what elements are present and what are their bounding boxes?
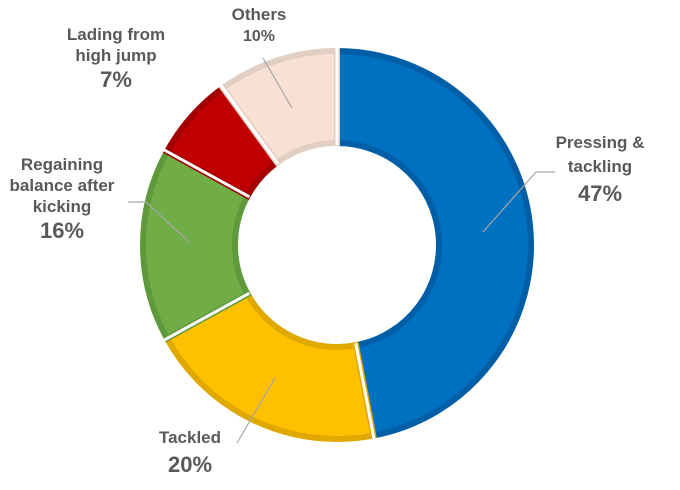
label-text-pressing-tackling: Pressing & bbox=[556, 133, 645, 152]
leader-line-others bbox=[262, 57, 293, 109]
label-percent-regaining-balance: 16% bbox=[40, 218, 84, 243]
label-text-lading-high-jump: high jump bbox=[75, 46, 156, 65]
leader-line-tackled bbox=[236, 377, 276, 444]
leader-line-regaining-balance bbox=[128, 201, 191, 244]
data-label-tackled: Tackled 20% bbox=[159, 428, 221, 477]
slice-separator bbox=[162, 148, 251, 199]
label-percent-pressing-tackling: 47% bbox=[578, 181, 622, 206]
label-percent-others: 10% bbox=[243, 28, 275, 45]
slice-separator bbox=[354, 342, 376, 440]
label-text-regaining-balance: kicking bbox=[33, 197, 92, 216]
label-text-regaining-balance: Regaining bbox=[21, 155, 103, 174]
label-text-pressing-tackling: tackling bbox=[568, 157, 632, 176]
label-percent-lading-high-jump: 7% bbox=[100, 67, 132, 92]
label-percent-tackled: 20% bbox=[168, 452, 212, 477]
data-label-others: Others 10% bbox=[232, 5, 287, 45]
slice-pressing-tackling bbox=[334, 47, 534, 440]
label-text-others: Others bbox=[232, 5, 287, 24]
slice-tackled bbox=[162, 290, 377, 442]
label-text-regaining-balance: balance after bbox=[10, 176, 115, 195]
data-label-pressing-tackling: Pressing & tackling 47% bbox=[556, 133, 645, 206]
label-text-lading-high-jump: Lading from bbox=[67, 25, 165, 44]
data-label-lading-high-jump: Lading from high jump 7% bbox=[67, 25, 165, 92]
slice-separator bbox=[219, 83, 280, 165]
data-label-regaining-balance: Regaining balance after kicking 16% bbox=[10, 155, 115, 243]
label-text-tackled: Tackled bbox=[159, 428, 221, 447]
leader-line-pressing-tackling bbox=[482, 171, 555, 233]
slice-separator bbox=[162, 291, 251, 342]
